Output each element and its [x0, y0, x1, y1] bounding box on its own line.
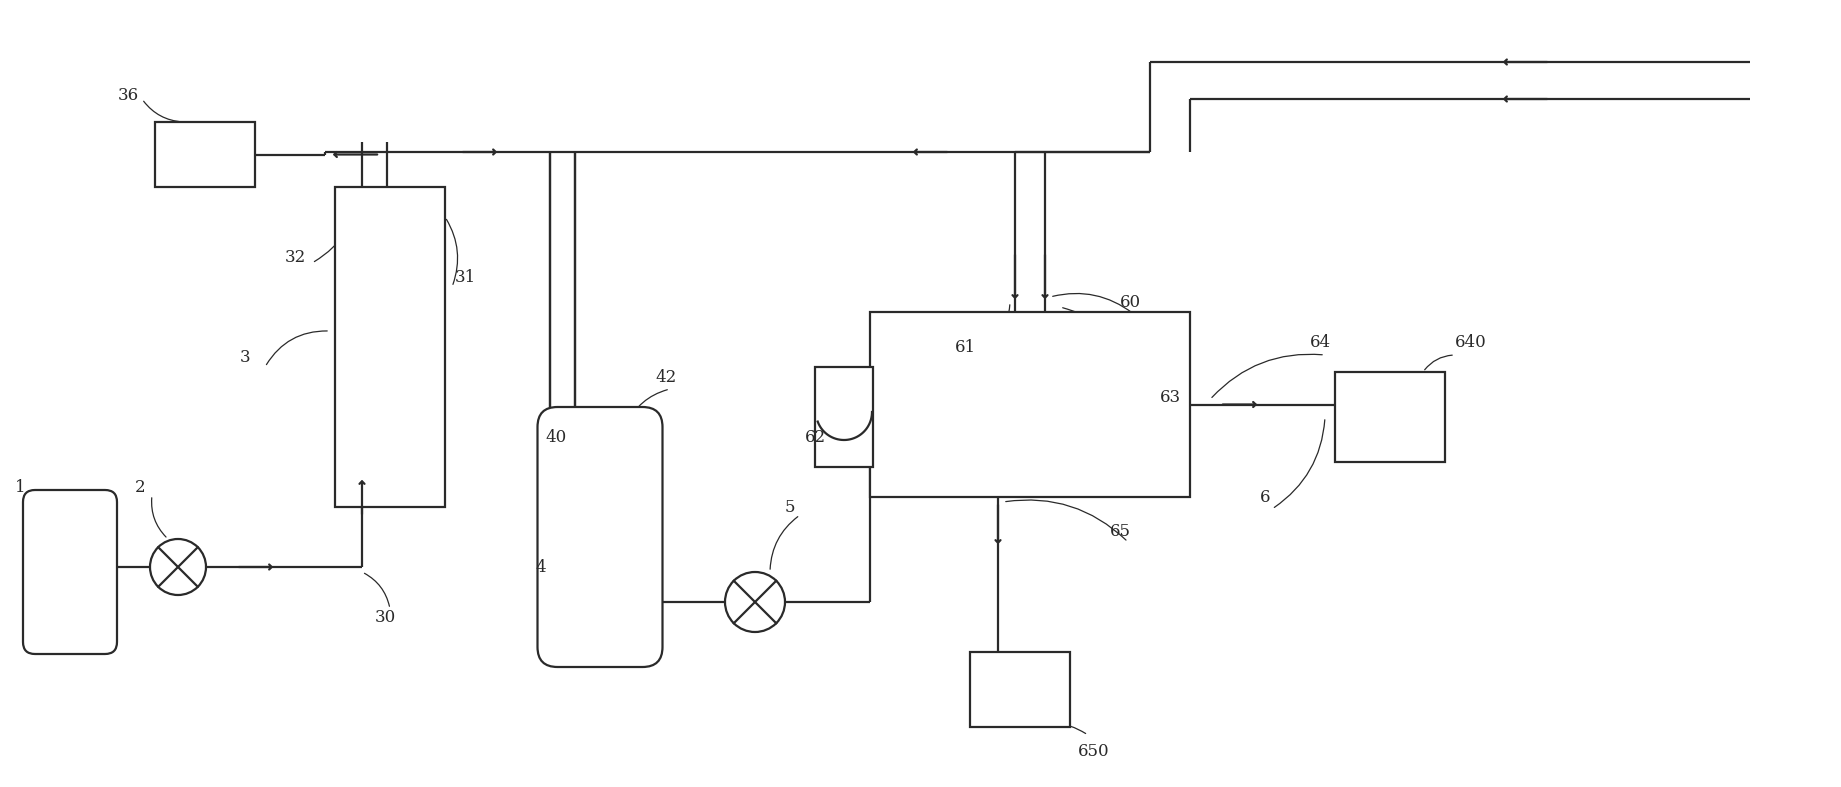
- Text: 62: 62: [805, 428, 827, 445]
- Text: 65: 65: [1110, 523, 1130, 541]
- Text: 30: 30: [376, 608, 396, 626]
- Text: 6: 6: [1259, 489, 1270, 505]
- Text: 36: 36: [118, 87, 140, 104]
- Bar: [1335, 372, 1445, 462]
- Text: 5: 5: [784, 498, 795, 515]
- Text: 32: 32: [285, 249, 306, 265]
- Text: 640: 640: [1454, 334, 1488, 350]
- Text: 60: 60: [1119, 294, 1141, 311]
- Text: 42: 42: [655, 368, 676, 386]
- Bar: [335, 187, 446, 507]
- FancyBboxPatch shape: [22, 490, 118, 654]
- Text: 31: 31: [455, 268, 477, 286]
- Text: 40: 40: [545, 428, 567, 445]
- Text: 650: 650: [1079, 744, 1110, 760]
- Bar: [816, 367, 873, 467]
- Bar: [155, 122, 256, 187]
- Text: 63: 63: [1160, 389, 1182, 405]
- Bar: [970, 652, 1070, 727]
- Text: 2: 2: [134, 478, 145, 496]
- Bar: [871, 312, 1189, 497]
- FancyBboxPatch shape: [538, 407, 663, 667]
- Text: 64: 64: [1311, 334, 1331, 350]
- Text: 61: 61: [955, 338, 976, 356]
- Text: 4: 4: [536, 559, 545, 575]
- Text: 1: 1: [15, 478, 26, 496]
- Text: 3: 3: [239, 349, 250, 365]
